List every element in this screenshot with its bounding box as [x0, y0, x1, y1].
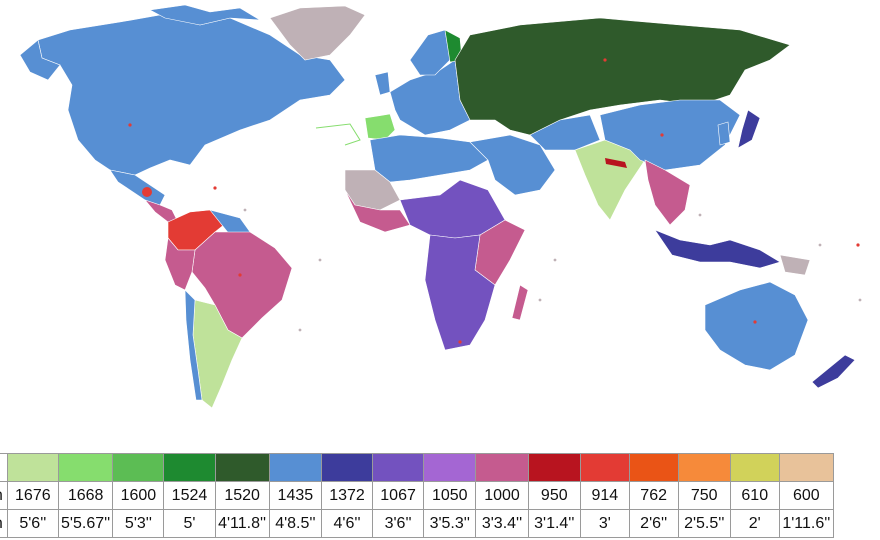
ft-row: ft-in 5'6''5'5.67''5'3''5'4'11.8''4'8.5'…: [0, 509, 835, 538]
region-iberia: [364, 113, 396, 141]
gauge-mm-value: 610: [729, 481, 780, 510]
gauge-swatch: [57, 453, 114, 482]
gauge-mm-value: 1524: [163, 481, 216, 510]
region-new-guinea: [779, 254, 811, 276]
region-malaysia-indonesia: [654, 229, 781, 269]
gauge-swatch: [372, 453, 425, 482]
gauge-mm-value: 1676: [6, 481, 59, 510]
gauge-swatch: [475, 453, 529, 482]
gauge-swatch: [214, 453, 270, 482]
gauge-mm-value: 600: [778, 481, 835, 510]
gauge-ft-value: 2'5.5'': [677, 509, 731, 538]
region-korea: [717, 121, 731, 146]
gauge-ft-value: 3'6'': [372, 509, 425, 538]
region-central-asia: [529, 114, 601, 151]
region-nepal-stripe: [605, 158, 627, 168]
region-alaska: [19, 39, 61, 81]
gauge-mm-value: 1000: [475, 481, 529, 510]
gauge-ft-value: 4'6'': [320, 509, 374, 538]
region-japan: [737, 109, 761, 149]
gauge-swatch: [6, 453, 59, 482]
gauge-ft-value: 1'11.6'': [778, 509, 835, 538]
atlantic-line: [315, 123, 361, 146]
gauge-swatch: [729, 453, 780, 482]
gauge-swatch: [268, 453, 322, 482]
region-southern-africa: [424, 234, 496, 351]
gauge-swatch: [320, 453, 374, 482]
gauge-ft-value: 3'3.4'': [475, 509, 529, 538]
gauge-swatch: [628, 453, 679, 482]
gauge-ft-value: 3': [579, 509, 630, 538]
gauge-mm-value: 1668: [57, 481, 114, 510]
gauge-ft-value: 5': [163, 509, 216, 538]
region-se-asia: [644, 159, 691, 226]
gauge-mm-value: 914: [579, 481, 630, 510]
gauge-mm-value: 950: [527, 481, 581, 510]
gauge-mm-value: 750: [677, 481, 731, 510]
region-australia: [704, 281, 809, 371]
gauge-swatch: [527, 453, 581, 482]
row-label-swatch: [0, 453, 8, 482]
region-chile: [184, 289, 203, 401]
gauge-ft-value: 2': [729, 509, 780, 538]
gauge-ft-value: 3'5.3'': [423, 509, 477, 538]
gauge-swatch: [423, 453, 477, 482]
gauge-ft-value: 2'6'': [628, 509, 679, 538]
row-label-ft: ft-in: [0, 509, 8, 538]
gauge-swatch: [778, 453, 835, 482]
gauge-mm-value: 1520: [214, 481, 270, 510]
gauge-mm-value: 762: [628, 481, 679, 510]
mm-row: mm 1676166816001524152014351372106710501…: [0, 481, 835, 510]
gauge-mm-value: 1435: [268, 481, 322, 510]
gauge-swatch: [112, 453, 165, 482]
gauge-mm-value: 1372: [320, 481, 374, 510]
region-arctic-islands: [149, 4, 261, 26]
region-middle-east: [469, 134, 556, 196]
gauge-legend: mm 1676166816001524152014351372106710501…: [0, 453, 880, 540]
gauge-ft-value: 5'5.67'': [57, 509, 114, 538]
gauge-mm-value: 1067: [372, 481, 425, 510]
gauge-ft-value: 3'1.4'': [527, 509, 581, 538]
gauge-swatch: [579, 453, 630, 482]
city-markers: [128, 58, 860, 344]
region-peru: [164, 237, 196, 291]
island-dots: [243, 208, 862, 332]
region-west-africa: [344, 189, 411, 233]
gauge-table: mm 1676166816001524152014351372106710501…: [0, 453, 835, 538]
gauge-mm-value: 1600: [112, 481, 165, 510]
gauge-mm-value: 1050: [423, 481, 477, 510]
row-label-mm: mm: [0, 481, 8, 510]
swatch-row: [0, 453, 835, 482]
region-new-zealand: [811, 354, 856, 389]
region-madagascar: [511, 284, 529, 321]
gauge-swatch: [677, 453, 731, 482]
gauge-ft-value: 4'8.5'': [268, 509, 322, 538]
gauge-ft-value: 5'6'': [6, 509, 59, 538]
region-china: [599, 99, 741, 171]
region-greenland: [269, 5, 366, 61]
region-brazil: [191, 231, 293, 339]
gauge-ft-value: 4'11.8'': [214, 509, 270, 538]
world-rail-gauge-map: [19, 4, 862, 408]
gauge-swatch: [163, 453, 216, 482]
gauge-ft-value: 5'3'': [112, 509, 165, 538]
